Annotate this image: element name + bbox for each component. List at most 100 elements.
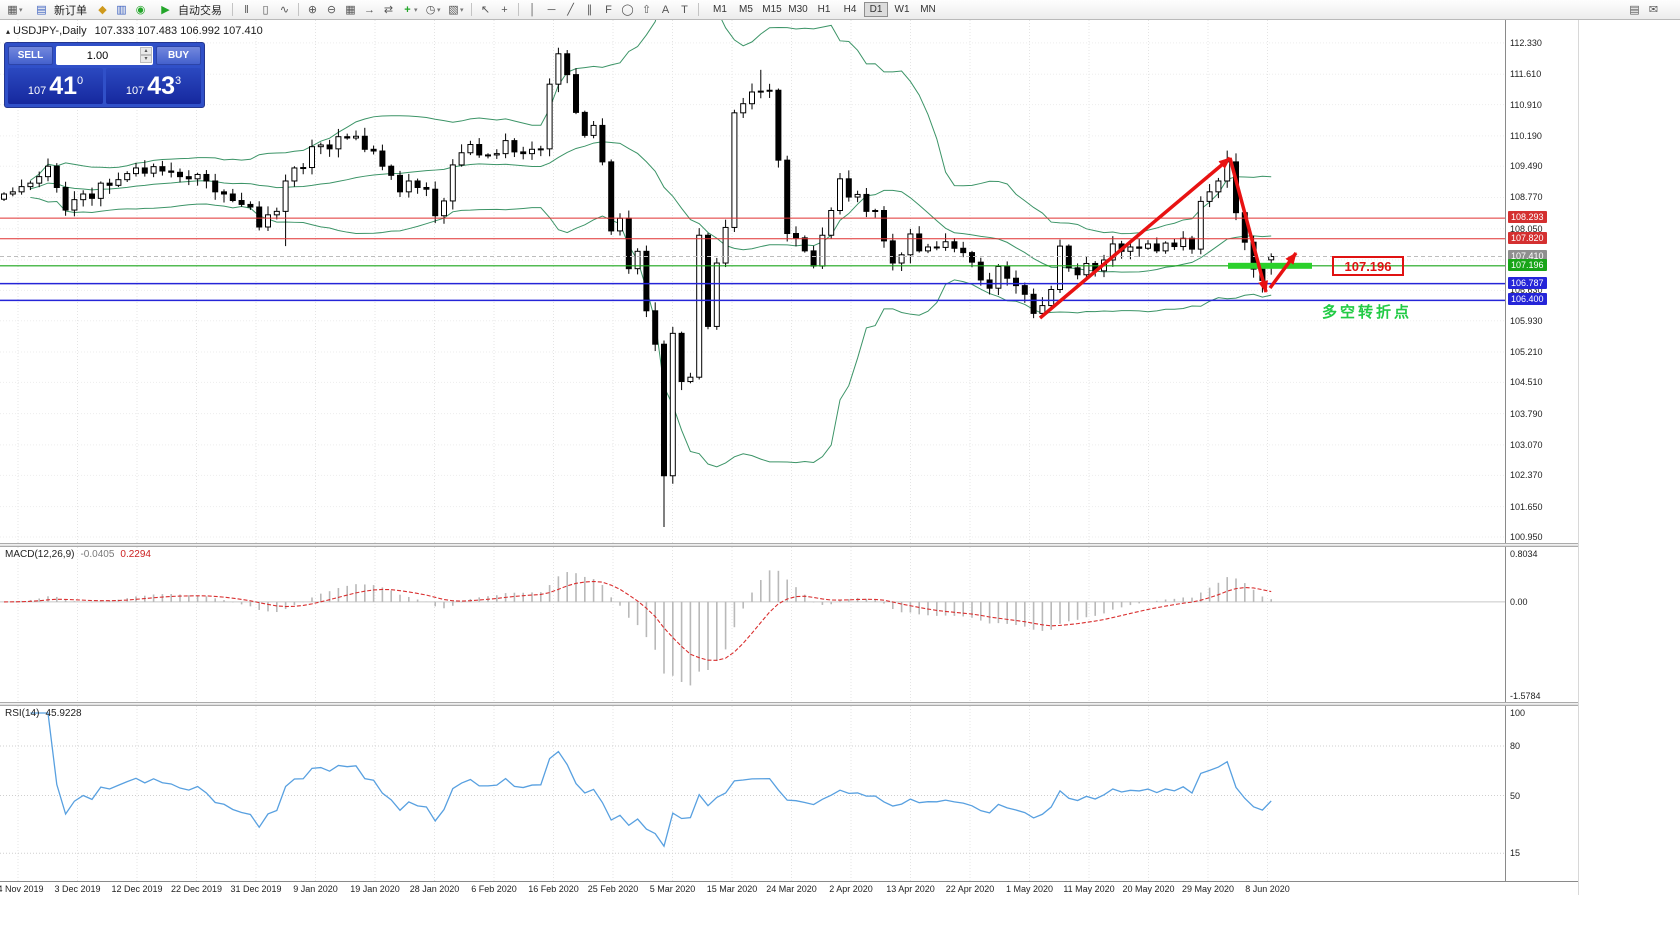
- trendline-icon[interactable]: ╱: [567, 4, 574, 16]
- trend-arrows[interactable]: [1038, 156, 1312, 320]
- date-label: 8 Jun 2020: [1245, 884, 1290, 894]
- buy-price-button[interactable]: 107 43 3: [106, 68, 201, 104]
- autotrading-button[interactable]: ▶ 自动交易: [151, 2, 227, 18]
- candlestick: [1013, 277, 1019, 287]
- crosshair-icon[interactable]: +: [501, 3, 508, 16]
- timeframe-h1[interactable]: H1: [817, 4, 831, 15]
- timeframe-m15[interactable]: M15: [762, 4, 782, 15]
- cursor-icon[interactable]: ↖: [480, 4, 491, 16]
- panel-splitter[interactable]: [0, 702, 1578, 706]
- chevron-down-icon[interactable]: ▾: [437, 6, 441, 14]
- chevron-down-icon[interactable]: ▾: [460, 6, 464, 14]
- candlestick-chart-icon[interactable]: ▯: [262, 4, 269, 16]
- chart-shift-icon[interactable]: ⇄: [383, 4, 394, 16]
- candlestick: [361, 135, 368, 150]
- timeframe-m30[interactable]: M30: [788, 4, 808, 15]
- timeframe-h4[interactable]: H4: [843, 4, 857, 15]
- candlestick: [731, 112, 738, 228]
- date-label: 29 May 2020: [1181, 884, 1235, 894]
- profiles-icon[interactable]: ◆: [98, 4, 107, 16]
- text-icon[interactable]: A: [661, 3, 670, 16]
- date-axis[interactable]: 24 Nov 2019 3 Dec 2019 12 Dec 2019 22 Dec 2…: [0, 881, 1578, 895]
- candlestick: [1153, 243, 1160, 252]
- date-label: 6 Feb 2020: [471, 884, 517, 894]
- auto-scroll-icon[interactable]: →: [364, 3, 375, 16]
- date-label: 11 May 2020: [1063, 884, 1115, 894]
- horizontal-line-icon[interactable]: ─: [547, 3, 556, 16]
- date-label: 19 Jan 2020: [350, 884, 400, 894]
- candlestick: [344, 136, 351, 139]
- volume-input[interactable]: [56, 49, 153, 62]
- horizontal-lines[interactable]: [0, 217, 1505, 302]
- trend-arrow: [1228, 157, 1268, 293]
- timeframe-w1[interactable]: W1: [894, 4, 910, 15]
- sell-button[interactable]: SELL: [8, 46, 53, 65]
- turning-point-annotation[interactable]: 多空转折点: [1322, 304, 1413, 321]
- candlestick: [625, 217, 632, 270]
- support-segment: [1228, 262, 1312, 269]
- rsi-axis[interactable]: 100 80 50 15: [1506, 706, 1578, 881]
- candlestick: [300, 167, 307, 170]
- candlestick: [1074, 267, 1081, 276]
- sell-price-sup: 0: [77, 74, 84, 87]
- candlestick: [229, 193, 236, 202]
- new-chart-icon[interactable]: ▦: [7, 4, 18, 16]
- shapes-icon[interactable]: ◯: [621, 4, 634, 16]
- tile-windows-icon[interactable]: ▦: [345, 4, 356, 16]
- chevron-down-icon[interactable]: ▾: [414, 6, 418, 14]
- price-axis-label: 108.770: [1510, 192, 1543, 203]
- candlestick: [740, 103, 747, 114]
- zoom-out-icon[interactable]: ⊖: [326, 4, 337, 16]
- timeframe-d1[interactable]: D1: [864, 2, 888, 17]
- volume-down-button[interactable]: ▾: [140, 55, 152, 63]
- price-annotation-box[interactable]: 107.196: [1332, 256, 1404, 276]
- sell-price-button[interactable]: 107 41 0: [8, 68, 103, 104]
- line-chart-icon[interactable]: ∿: [279, 4, 290, 16]
- buy-button[interactable]: BUY: [156, 46, 201, 65]
- volume-up-button[interactable]: ▴: [140, 47, 152, 55]
- macd-axis[interactable]: 0.8034 0.00 -1.5784: [1506, 547, 1578, 702]
- timeframe-m5[interactable]: M5: [739, 4, 753, 15]
- price-tag: 107.196: [1508, 258, 1547, 271]
- price-axis-label: 105.930: [1510, 315, 1543, 326]
- zoom-in-icon[interactable]: ⊕: [307, 4, 318, 16]
- candlestick: [1048, 289, 1055, 307]
- macd-panel[interactable]: [0, 547, 1505, 702]
- vertical-line-icon[interactable]: │: [529, 3, 536, 16]
- price-tag: 106.787: [1508, 276, 1547, 289]
- candlestick: [177, 171, 183, 178]
- one-click-trading-panel: SELL ▴ ▾ BUY 107 41 0 107 43 3: [4, 42, 205, 108]
- date-label: 9 Jan 2020: [293, 884, 338, 894]
- date-label: 24 Mar 2020: [766, 884, 817, 894]
- timeframe-m1[interactable]: M1: [713, 4, 727, 15]
- rsi-panel[interactable]: [0, 706, 1505, 881]
- navigator-icon[interactable]: ◉: [135, 4, 146, 16]
- toolbar-separator: [518, 3, 519, 16]
- bar-chart-icon[interactable]: ‖: [244, 3, 249, 16]
- indicators-icon[interactable]: +: [404, 3, 411, 16]
- candlestick: [520, 151, 527, 155]
- templates-icon[interactable]: ▧: [448, 4, 459, 16]
- document-icon[interactable]: ▤: [1629, 4, 1640, 16]
- chevron-down-icon[interactable]: ▾: [19, 6, 23, 14]
- new-order-button[interactable]: ▤ 新订单: [27, 2, 92, 18]
- text-label-icon[interactable]: T: [681, 3, 688, 16]
- market-watch-icon[interactable]: ▥: [116, 4, 127, 16]
- timeframe-mn[interactable]: MN: [920, 4, 936, 15]
- candlestick: [969, 252, 975, 263]
- candlestick: [678, 332, 685, 383]
- candlestick: [53, 165, 60, 188]
- periods-icon[interactable]: ◷: [425, 4, 436, 16]
- trend-arrow: [1038, 156, 1232, 320]
- mail-icon[interactable]: ✉: [1648, 4, 1659, 16]
- fibonacci-icon[interactable]: F: [605, 3, 612, 16]
- arrows-icon[interactable]: ⇧: [641, 4, 652, 16]
- channel-icon[interactable]: ∥: [586, 4, 593, 16]
- panel-splitter[interactable]: [0, 543, 1578, 547]
- price-axis[interactable]: 112.330 111.610 110.910 110.190 109.490 108.7…: [1506, 20, 1578, 543]
- candlestick: [722, 226, 729, 264]
- rsi-axis-label: 100: [1510, 708, 1526, 718]
- macd-name: MACD(12,26,9): [5, 549, 75, 560]
- candlestick: [573, 74, 579, 113]
- price-chart[interactable]: [0, 20, 1505, 543]
